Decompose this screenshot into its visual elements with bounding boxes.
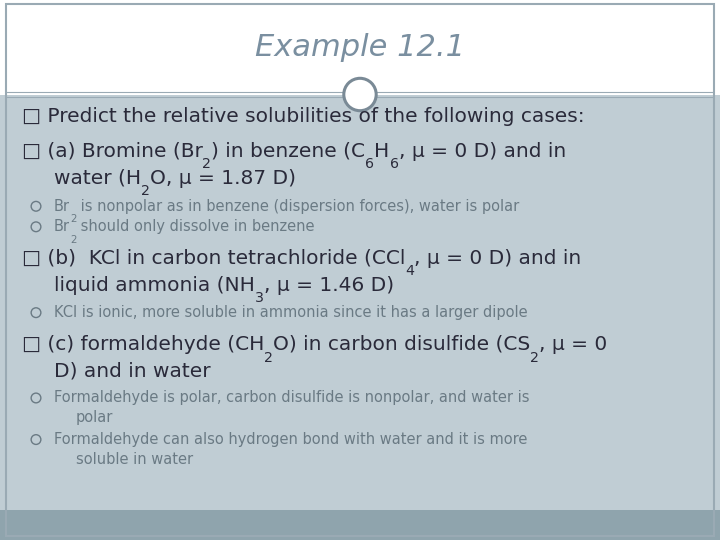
Text: Br: Br xyxy=(54,219,70,234)
Text: soluble in water: soluble in water xyxy=(76,452,193,467)
Text: , μ = 0 D) and in: , μ = 0 D) and in xyxy=(399,141,566,160)
Text: polar: polar xyxy=(76,410,113,426)
Bar xyxy=(0,510,720,540)
Ellipse shape xyxy=(344,78,376,111)
Text: 2: 2 xyxy=(264,351,273,365)
Text: 6: 6 xyxy=(365,158,374,172)
Text: 2: 2 xyxy=(141,185,150,199)
Text: liquid ammonia (NH: liquid ammonia (NH xyxy=(54,275,255,294)
Bar xyxy=(0,94,720,510)
Text: KCl is ionic, more soluble in ammonia since it has a larger dipole: KCl is ionic, more soluble in ammonia si… xyxy=(54,305,528,320)
Text: O, μ = 1.87 D): O, μ = 1.87 D) xyxy=(150,168,296,187)
Text: should only dissolve in benzene: should only dissolve in benzene xyxy=(76,219,315,234)
Text: □ (b)  KCl in carbon tetrachloride (CCl: □ (b) KCl in carbon tetrachloride (CCl xyxy=(22,248,405,267)
Text: □ Predict the relative solubilities of the following cases:: □ Predict the relative solubilities of t… xyxy=(22,106,584,125)
Text: 2: 2 xyxy=(202,158,212,172)
Text: 2: 2 xyxy=(70,235,76,245)
Text: 4: 4 xyxy=(405,265,414,279)
Text: O) in carbon disulfide (CS: O) in carbon disulfide (CS xyxy=(273,335,530,354)
Text: 3: 3 xyxy=(255,292,264,306)
Text: H: H xyxy=(374,141,390,160)
Text: 2: 2 xyxy=(530,351,539,365)
Text: , μ = 1.46 D): , μ = 1.46 D) xyxy=(264,275,394,294)
Text: Example 12.1: Example 12.1 xyxy=(255,33,465,62)
Text: water (H: water (H xyxy=(54,168,141,187)
Text: Br: Br xyxy=(54,199,70,214)
Bar xyxy=(0,0,720,94)
Text: □ (c) formaldehyde (CH: □ (c) formaldehyde (CH xyxy=(22,335,264,354)
Text: ) in benzene (C: ) in benzene (C xyxy=(212,141,365,160)
Text: 2: 2 xyxy=(70,214,76,225)
Text: is nonpolar as in benzene (dispersion forces), water is polar: is nonpolar as in benzene (dispersion fo… xyxy=(76,199,520,214)
Text: Formaldehyde is polar, carbon disulfide is nonpolar, and water is: Formaldehyde is polar, carbon disulfide … xyxy=(54,390,529,406)
Text: , μ = 0: , μ = 0 xyxy=(539,335,607,354)
Text: □ (a) Bromine (Br: □ (a) Bromine (Br xyxy=(22,141,202,160)
Text: D) and in water: D) and in water xyxy=(54,362,211,381)
Text: , μ = 0 D) and in: , μ = 0 D) and in xyxy=(414,248,581,267)
Text: Formaldehyde can also hydrogen bond with water and it is more: Formaldehyde can also hydrogen bond with… xyxy=(54,432,527,447)
Text: 6: 6 xyxy=(390,158,399,172)
